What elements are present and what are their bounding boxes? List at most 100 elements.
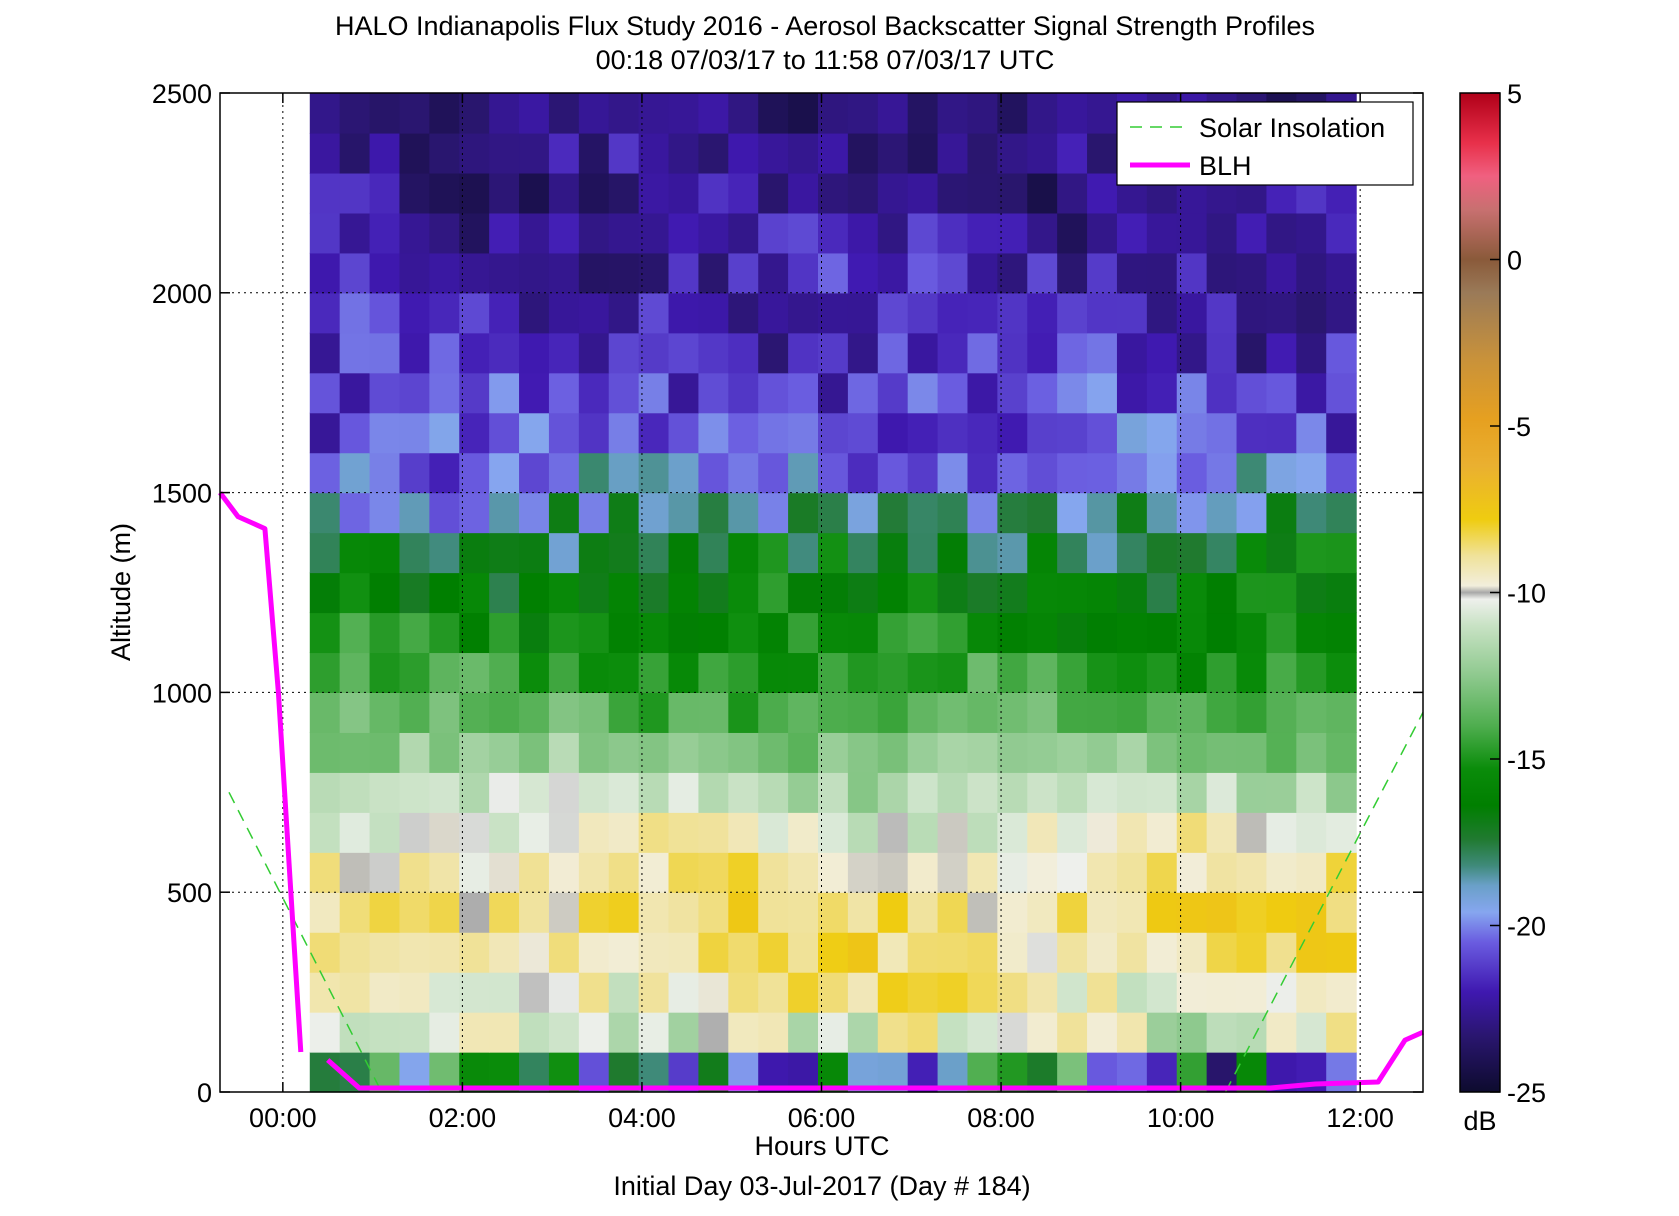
heatmap-cell <box>339 652 371 693</box>
heatmap-cell <box>489 852 520 893</box>
heatmap-cell <box>459 172 490 214</box>
heatmap-cell <box>369 93 401 134</box>
heatmap-cell <box>1087 892 1118 933</box>
heatmap-cell <box>758 692 789 733</box>
heatmap-cell <box>1176 412 1208 454</box>
heatmap-cell <box>399 212 430 254</box>
heatmap-cell <box>339 732 371 773</box>
heatmap-cell <box>1326 292 1357 334</box>
heatmap-cell <box>489 892 520 933</box>
heatmap-cell <box>548 572 580 614</box>
heatmap-cell <box>1236 412 1268 454</box>
heatmap-cell <box>1176 892 1208 933</box>
heatmap-cell <box>1116 732 1148 773</box>
y-tick-label: 1500 <box>152 479 212 509</box>
heatmap-cell <box>1266 452 1297 494</box>
heatmap-cell <box>1176 692 1208 733</box>
heatmap-cell <box>1266 572 1297 614</box>
heatmap-cell <box>1266 372 1297 414</box>
heatmap-cell <box>877 212 909 254</box>
y-tick-label: 500 <box>167 878 212 908</box>
heatmap-cell <box>758 732 789 773</box>
heatmap-cell <box>459 452 490 494</box>
heatmap-cell <box>548 93 580 134</box>
heatmap-cell <box>937 212 969 254</box>
heatmap-cell <box>1266 332 1297 374</box>
heatmap-cell <box>339 332 371 374</box>
heatmap-cell <box>1206 932 1238 973</box>
heatmap-cell <box>967 652 998 693</box>
heatmap-cell <box>369 452 401 494</box>
heatmap-cell <box>1176 212 1208 254</box>
heatmap-cell <box>1296 732 1327 773</box>
heatmap-cell <box>1146 972 1178 1013</box>
heatmap-cell <box>429 572 460 614</box>
heatmap-cell <box>698 1012 729 1053</box>
heatmap-cell <box>997 532 1028 574</box>
heatmap-cell <box>1176 932 1208 973</box>
heatmap-cell <box>728 292 759 334</box>
heatmap-cell <box>758 532 789 574</box>
heatmap-cell <box>369 172 401 214</box>
heatmap-cell <box>1087 132 1118 174</box>
heatmap-cell <box>1326 492 1357 534</box>
heatmap-cell <box>907 132 939 174</box>
heatmap-cell <box>1236 692 1268 733</box>
heatmap-cell <box>937 732 969 773</box>
heatmap-cell <box>1146 1012 1178 1053</box>
heatmap-cell <box>728 172 759 214</box>
heatmap-cell <box>1027 652 1058 693</box>
heatmap-cell <box>1057 572 1088 614</box>
heatmap-cell <box>1027 412 1058 454</box>
heatmap-cell <box>698 132 729 174</box>
heatmap-cell <box>1027 612 1058 654</box>
x-tick-label: 06:00 <box>788 1103 856 1133</box>
heatmap-cell <box>1296 812 1327 853</box>
heatmap-cell <box>728 252 759 294</box>
heatmap-cell <box>967 612 998 654</box>
heatmap-cell <box>818 132 849 174</box>
heatmap-cell <box>788 252 819 294</box>
heatmap-cell <box>519 292 550 334</box>
heatmap-cell <box>668 692 700 733</box>
heatmap-cell <box>788 172 819 214</box>
heatmap-cell <box>937 812 969 853</box>
heatmap-cell <box>339 492 371 534</box>
heatmap-cell <box>1236 332 1268 374</box>
heatmap-cell <box>399 372 430 414</box>
heatmap-cell <box>608 292 640 334</box>
heatmap-cell <box>519 172 550 214</box>
heatmap-cell <box>399 132 430 174</box>
heatmap-cell <box>877 772 909 813</box>
heatmap-cell <box>608 932 640 973</box>
heatmap-cell <box>668 332 700 374</box>
heatmap-cell <box>1057 812 1088 853</box>
heatmap-cell <box>1087 452 1118 494</box>
heatmap-cell <box>728 652 759 693</box>
heatmap-cell <box>967 452 998 494</box>
heatmap-cell <box>1146 292 1178 334</box>
heatmap-cell <box>578 1012 610 1053</box>
heatmap-cell <box>1326 1012 1357 1053</box>
heatmap-cell <box>1296 292 1327 334</box>
heatmap-cell <box>967 572 998 614</box>
heatmap-cell <box>1057 772 1088 813</box>
heatmap-cell <box>309 1012 341 1053</box>
plot-area <box>218 92 1425 1093</box>
heatmap-cell <box>1176 972 1208 1013</box>
heatmap-cell <box>548 492 580 534</box>
heatmap-cell <box>758 292 789 334</box>
heatmap-cell <box>1057 372 1088 414</box>
heatmap-cell <box>907 572 939 614</box>
heatmap-cell <box>399 93 430 134</box>
heatmap-cell <box>399 692 430 733</box>
heatmap-cell <box>1236 812 1268 853</box>
heatmap-cell <box>668 212 700 254</box>
heatmap-cell <box>847 492 879 534</box>
heatmap-cell <box>937 492 969 534</box>
heatmap-cell <box>1176 532 1208 574</box>
heatmap-cell <box>1266 812 1297 853</box>
heatmap-cell <box>1266 1012 1297 1053</box>
heatmap-cell <box>399 892 430 933</box>
heatmap-cell <box>668 1012 700 1053</box>
